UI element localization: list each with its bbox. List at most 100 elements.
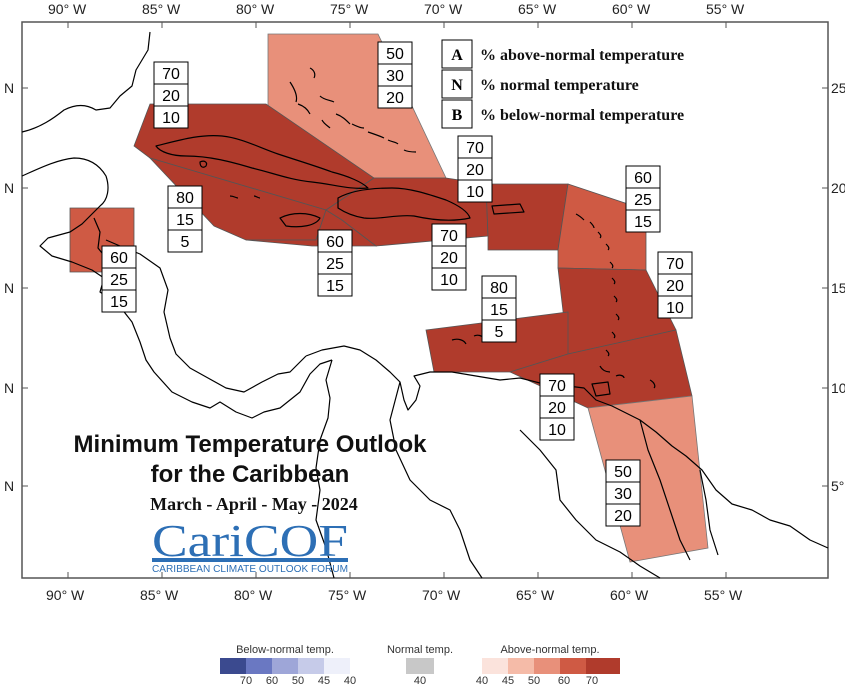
probability-boxes: 50 30 20 70 20 10 80 15 5 60 25 15 60 25 15 70 20 10 70 20 1… (101, 41, 693, 527)
prob-value-normal: 25 (634, 192, 652, 209)
caricof-logo: CariCOF (152, 515, 348, 566)
prob-cell-below (539, 417, 575, 441)
prob-box-trinidad: 70 20 10 (539, 373, 575, 441)
prob-value-normal: 30 (614, 486, 632, 503)
prob-value-below: 10 (162, 110, 180, 127)
prob-cell-below (457, 179, 493, 203)
prob-value-below: 20 (386, 90, 404, 107)
colorbar-tick: 70 (240, 675, 252, 684)
color-bar: Below-normal temp. Normal temp. Above-no… (220, 644, 620, 684)
bottom-axis-label: 60° W (610, 587, 649, 603)
prob-box-leeward-islands: 60 25 15 (625, 165, 661, 233)
colorbar-tick: 60 (266, 675, 278, 684)
prob-value-below: 10 (440, 272, 458, 289)
bottom-axis-label: 90° W (46, 587, 85, 603)
prob-box-cuba: 70 20 10 (153, 61, 189, 129)
right-axis-labels: 25 20 15 10 5° (831, 80, 845, 494)
region-puerto-rico (485, 183, 569, 251)
colorbar-normal-40 (406, 658, 434, 674)
title-block: Minimum Temperature Outlook for the Cari… (74, 431, 428, 575)
legend-key-n: N (451, 77, 463, 94)
bottom-axis-labels: 90° W 85° W 80° W 75° W 70° W 65° W 60° … (46, 587, 743, 603)
bottom-axis-label: 55° W (704, 587, 743, 603)
colorbar-above-title: Above-normal temp. (500, 644, 599, 656)
bottom-axis-label: 80° W (234, 587, 273, 603)
right-axis-label: 5° (831, 478, 844, 494)
prob-value-normal: 25 (326, 256, 344, 273)
colorbar-tick: 70 (586, 675, 598, 684)
colorbar-above-70 (586, 658, 620, 674)
bottom-axis-label: 70° W (422, 587, 461, 603)
logo-underline (152, 558, 348, 562)
map-title-line2: for the Caribbean (151, 461, 350, 488)
left-axis-label: N (4, 280, 14, 296)
prob-value-normal: 20 (666, 278, 684, 295)
colorbar-below-50 (272, 658, 298, 674)
bottom-axis-label: 65° W (516, 587, 555, 603)
top-axis-label: 90° W (48, 1, 87, 17)
prob-value-below: 15 (110, 294, 128, 311)
colorbar-below-title: Below-normal temp. (236, 644, 334, 656)
prob-box-guianas: 50 30 20 (605, 459, 641, 527)
colorbar-below-60 (246, 658, 272, 674)
left-axis-label: N (4, 80, 14, 96)
legend-text-above: % above-normal temperature (480, 47, 684, 64)
colorbar-below-45 (298, 658, 324, 674)
prob-value-normal: 15 (490, 302, 508, 319)
bottom-axis-label: 85° W (140, 587, 179, 603)
prob-cell-below (377, 85, 413, 109)
prob-box-windward-islands: 70 20 10 (657, 251, 693, 319)
colorbar-tick: 60 (558, 675, 570, 684)
colorbar-below-70 (220, 658, 246, 674)
prob-box-abc-islands: 80 15 5 (481, 275, 517, 343)
prob-box-jamaica: 60 25 15 (317, 229, 353, 297)
prob-cell-below (625, 209, 661, 233)
prob-value-above: 60 (326, 234, 344, 251)
colorbar-above-60 (560, 658, 586, 674)
prob-value-above: 80 (490, 280, 508, 297)
prob-box-belize: 60 25 15 (101, 245, 137, 313)
prob-value-above: 70 (548, 378, 566, 395)
prob-value-above: 70 (666, 256, 684, 273)
colorbar-above-50 (534, 658, 560, 674)
prob-value-normal: 20 (548, 400, 566, 417)
colorbar-tick: 40 (414, 675, 426, 684)
top-axis-labels: 90° W 85° W 80° W 75° W 70° W 65° W 60° … (48, 1, 745, 17)
prob-value-below: 5 (495, 324, 504, 341)
map-title: Minimum Temperature Outlook (74, 431, 428, 458)
top-axis-label: 70° W (424, 1, 463, 17)
season-label: March - April - May - 2024 (150, 494, 358, 514)
probability-legend: A % above-normal temperature N % normal … (441, 39, 684, 129)
right-axis-label: 10 (831, 380, 845, 396)
colorbar-normal-title: Normal temp. (387, 644, 453, 656)
left-axis-label: N (4, 478, 14, 494)
prob-value-below: 15 (326, 278, 344, 295)
top-axis-label: 60° W (612, 1, 651, 17)
prob-cell-below (101, 289, 137, 313)
right-axis-label: 15 (831, 280, 845, 296)
top-axis-label: 75° W (330, 1, 369, 17)
caricof-logo-subtext: CARIBBEAN CLIMATE OUTLOOK FORUM (152, 564, 348, 575)
prob-box-bahamas: 50 30 20 (377, 41, 413, 109)
prob-value-above: 70 (440, 228, 458, 245)
prob-value-normal: 20 (162, 88, 180, 105)
colorbar-tick: 40 (476, 675, 488, 684)
prob-box-cayman: 80 15 5 (167, 185, 203, 253)
colorbar-above-40 (482, 658, 508, 674)
right-axis-label: 25 (831, 80, 845, 96)
prob-value-below: 5 (181, 234, 190, 251)
prob-value-above: 60 (634, 170, 652, 187)
prob-value-below: 15 (634, 214, 652, 231)
prob-box-puerto-rico: 70 20 10 (457, 135, 493, 203)
prob-cell-below (153, 105, 189, 129)
top-axis-label: 85° W (142, 1, 181, 17)
colorbar-below-40 (324, 658, 350, 674)
legend-key-b: B (452, 107, 463, 124)
axis-ticks (22, 22, 828, 578)
colorbar-tick: 40 (344, 675, 356, 684)
prob-value-above: 70 (466, 140, 484, 157)
prob-value-above: 80 (176, 190, 194, 207)
prob-cell-below (605, 503, 641, 527)
prob-value-normal: 20 (466, 162, 484, 179)
